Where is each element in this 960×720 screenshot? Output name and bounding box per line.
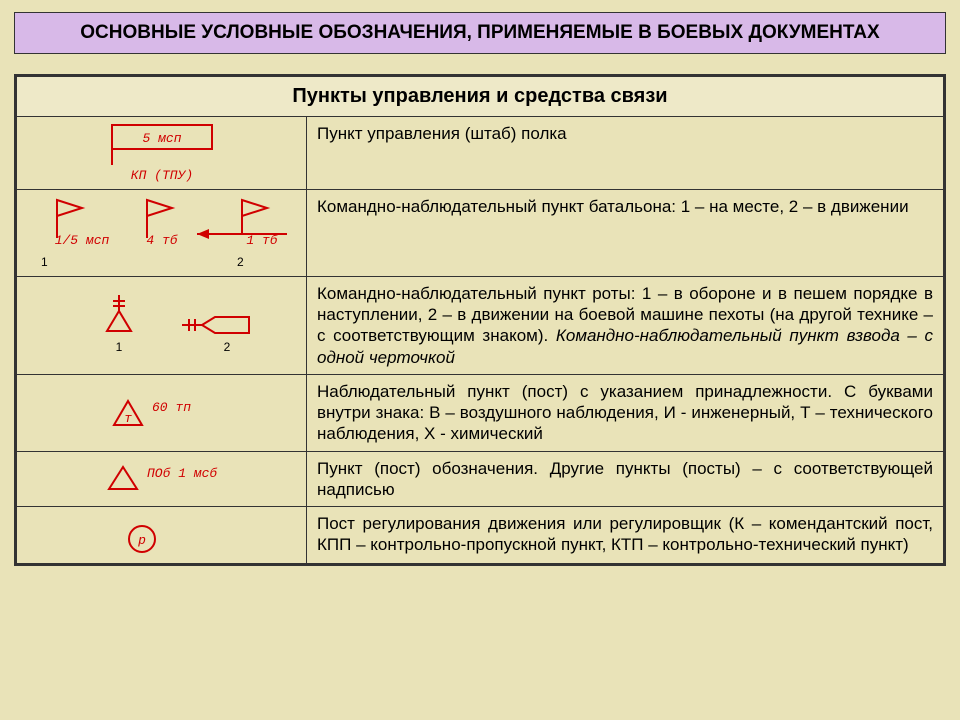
table-row: 5 мсп КП (ТПУ) Пункт управления (штаб) п… xyxy=(17,116,944,189)
table-row: ПОб 1 мсб Пункт (пост) обозначения. Друг… xyxy=(17,451,944,507)
desc-cell: Пункт (пост) обозначения. Другие пункты … xyxy=(307,451,944,507)
num-label: 2 xyxy=(237,255,244,269)
symbol-label: т xyxy=(124,411,132,426)
symbol-cell: р xyxy=(17,507,307,564)
symbol-cell: 1 2 xyxy=(17,276,307,374)
battalion-knp-icon: 1/5 мсп 4 тб 1 тб 1 2 xyxy=(27,194,297,272)
desc-cell: Пункт управления (штаб) полка xyxy=(307,116,944,189)
table-row: 1 2 Командно-наблюдательный пункт роты: … xyxy=(17,276,944,374)
table-title: Пункты управления и средства связи xyxy=(17,76,944,116)
desc-cell: Командно-наблюдательный пункт роты: 1 – … xyxy=(307,276,944,374)
symbol-label: КП (ТПУ) xyxy=(130,168,192,183)
symbol-cell: ПОб 1 мсб xyxy=(17,451,307,507)
symbol-label: 60 тп xyxy=(152,400,191,415)
symbol-label: 1/5 мсп xyxy=(54,233,109,248)
symbol-cell: 5 мсп КП (ТПУ) xyxy=(17,116,307,189)
symbol-cell: т 60 тп xyxy=(17,374,307,451)
symbols-table: Пункты управления и средства связи 5 мсп… xyxy=(14,74,946,566)
symbol-cell: 1/5 мсп 4 тб 1 тб 1 2 xyxy=(17,189,307,276)
symbol-label: ПОб 1 мсб xyxy=(147,466,217,481)
num-label: 2 xyxy=(223,340,230,354)
hq-flag-icon: 5 мсп КП (ТПУ) xyxy=(52,121,272,185)
designation-post-icon: ПОб 1 мсб xyxy=(47,459,277,499)
desc-cell: Командно-наблюдательный пункт батальона:… xyxy=(307,189,944,276)
num-label: 1 xyxy=(41,255,48,269)
desc-cell: Наблюдательный пункт (пост) с указанием … xyxy=(307,374,944,451)
company-knp-icon: 1 2 xyxy=(37,289,287,361)
num-label: 1 xyxy=(115,340,122,354)
symbol-label: 1 тб xyxy=(246,233,277,248)
observation-post-icon: т 60 тп xyxy=(52,391,272,435)
symbol-label: р xyxy=(137,533,146,548)
traffic-post-icon: р xyxy=(62,511,262,559)
page-title: ОСНОВНЫЕ УСЛОВНЫЕ ОБОЗНАЧЕНИЯ, ПРИМЕНЯЕМ… xyxy=(14,12,946,54)
table-row: 1/5 мсп 4 тб 1 тб 1 2 Командно-наблюдате… xyxy=(17,189,944,276)
desc-cell: Пост регулирования движения или регулиро… xyxy=(307,507,944,564)
table-row: т 60 тп Наблюдательный пункт (пост) с ук… xyxy=(17,374,944,451)
symbol-label: 4 тб xyxy=(146,233,177,248)
symbol-label: 5 мсп xyxy=(142,131,181,146)
table-row: р Пост регулирования движения или регули… xyxy=(17,507,944,564)
